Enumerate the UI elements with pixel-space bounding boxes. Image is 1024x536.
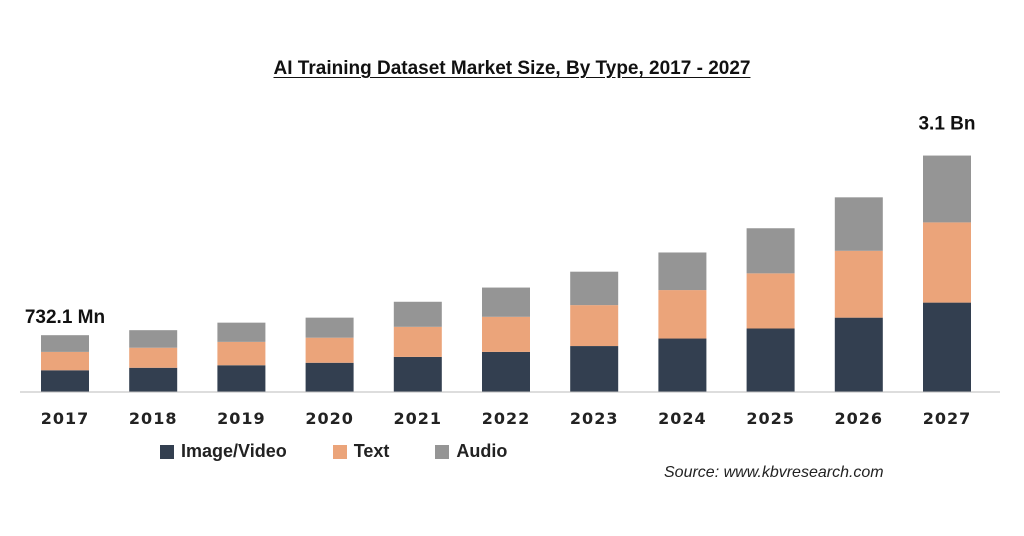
x-tick-label-2027: 2027	[923, 409, 972, 428]
x-tick-label-2022: 2022	[482, 409, 531, 428]
bar-segment-audio-2021	[393, 301, 442, 327]
x-tick-label-2025: 2025	[746, 409, 795, 428]
x-tick-label-2017: 2017	[41, 409, 90, 428]
legend-label-audio: Audio	[456, 441, 508, 461]
bar-segment-image-video-2026	[834, 317, 883, 392]
bar-segment-audio-2023	[570, 271, 619, 306]
legend-swatch-audio	[435, 444, 450, 459]
bar-segment-audio-2019	[217, 322, 266, 342]
chart-title: AI Training Dataset Market Size, By Type…	[273, 58, 751, 79]
bar-segment-text-2020	[305, 337, 354, 363]
legend-item-audio: Audio	[435, 441, 507, 462]
bar-segment-text-2017	[41, 351, 89, 371]
legend-label-image-video: Image/Video	[181, 441, 287, 461]
bar-segment-text-2027	[923, 222, 971, 303]
bar-segment-image-video-2017	[41, 370, 89, 392]
bar-segment-text-2024	[658, 290, 707, 339]
bar-segment-text-2018	[129, 347, 178, 368]
bar-segment-image-video-2025	[746, 328, 795, 392]
bar-segment-image-video-2022	[482, 351, 530, 392]
bar-segment-audio-2026	[834, 197, 883, 251]
bar-segment-text-2021	[393, 326, 442, 357]
x-tick-label-2021: 2021	[394, 409, 443, 428]
bar-segment-text-2019	[217, 341, 266, 366]
bar-segment-audio-2018	[129, 330, 178, 348]
legend-swatch-text	[332, 444, 347, 459]
legend-swatch-image-video	[160, 444, 174, 459]
bar-segment-image-video-2023	[570, 346, 619, 392]
x-tick-label-2024: 2024	[658, 409, 707, 428]
x-tick-label-2019: 2019	[217, 409, 266, 428]
legend-label-text: Text	[353, 441, 390, 461]
x-tick-label-2026: 2026	[835, 409, 884, 428]
bar-segment-text-2025	[746, 273, 795, 329]
data-label-2017: 732.1 Mn	[25, 307, 105, 328]
bar-segment-audio-2025	[746, 228, 795, 274]
bar-segment-audio-2022	[482, 287, 530, 317]
x-tick-label-2023: 2023	[570, 409, 619, 428]
source-note: Source: www.kbvresearch.com	[664, 464, 884, 481]
bar-segment-text-2026	[834, 250, 883, 318]
bar-segment-audio-2020	[305, 317, 354, 338]
bar-segment-text-2023	[570, 305, 619, 347]
bar-segment-audio-2024	[658, 252, 707, 291]
x-tick-label-2018: 2018	[129, 409, 178, 428]
data-label-2027: 3.1 Bn	[918, 114, 975, 135]
x-tick-label-2020: 2020	[305, 409, 354, 428]
bar-segment-text-2022	[482, 316, 530, 352]
chart-legend: Image/Video Text Audio	[160, 441, 553, 462]
legend-item-image-video: Image/Video	[160, 441, 287, 462]
bar-segment-image-video-2019	[217, 365, 266, 392]
bar-segment-image-video-2027	[923, 302, 971, 392]
legend-item-text: Text	[332, 441, 390, 462]
bar-segment-image-video-2021	[393, 356, 442, 392]
bar-segment-audio-2027	[923, 155, 971, 223]
bar-segment-audio-2017	[41, 335, 89, 352]
bar-segment-image-video-2020	[305, 362, 354, 392]
bar-segment-image-video-2024	[658, 338, 707, 392]
bar-segment-image-video-2018	[129, 367, 178, 392]
